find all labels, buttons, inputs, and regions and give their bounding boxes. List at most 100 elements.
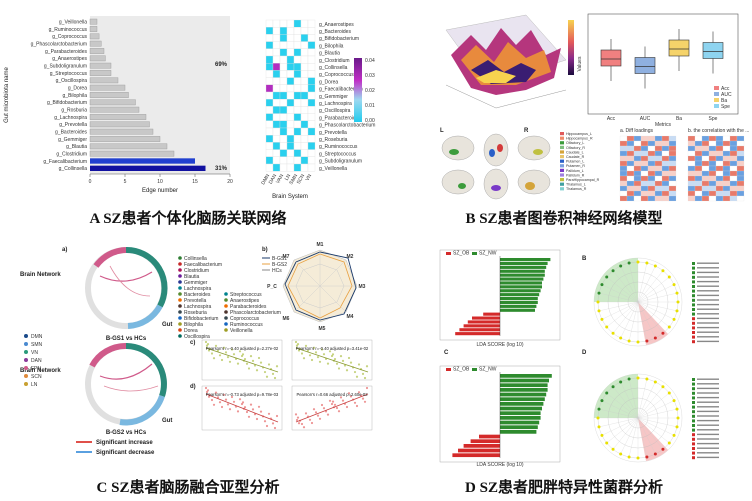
scatter-point (294, 340, 298, 344)
ldaA-bar-8 (500, 289, 541, 293)
heat-cell-g_Bacteroides-SCN (300, 27, 309, 35)
heat-cell-g_Coprococcus-SCN (300, 70, 309, 78)
table-cell (654, 190, 663, 197)
table-cell (647, 145, 656, 152)
cbar-tick-0.02: 0.02 (365, 88, 375, 94)
heat-row-g_Subdoligranulum: g_Subdoligranulum (319, 159, 362, 165)
scatter-point (259, 410, 263, 413)
table-cell (626, 145, 635, 152)
bar-g_Parabacteroides (89, 48, 105, 54)
label-b: b) (262, 247, 268, 253)
table-cell (619, 190, 628, 197)
bar-label-g_Oscillospira: g_Oscillospira (56, 78, 88, 84)
heat-cell-g_Streptococcus-VN (307, 149, 316, 157)
net-legend-dot-VN (24, 350, 28, 354)
chord-diagram-1: Brain Network Gut B-GS1 vs HCs (20, 246, 172, 342)
brain-legend-Thalamus_R: Thalamus_R (566, 187, 587, 191)
heat-cell-g_Lachnospira-SMN (293, 99, 302, 107)
table-cell (647, 195, 656, 202)
cladoD-legend-text (697, 406, 719, 408)
heat-cell-g_Collinsella-DAN (272, 63, 281, 71)
ldaC-bar-5 (500, 397, 545, 402)
cladoD-legend-swatch (692, 447, 695, 450)
scatter-stat-3: Pearson's r=0.66 adjusted p=2.60e-02 (296, 392, 368, 397)
table-cell (687, 160, 696, 167)
bar-g_Streptococcus (89, 70, 112, 76)
scatter-point (330, 354, 334, 358)
table-cell (626, 140, 635, 147)
cladoB-legend-text (697, 336, 719, 338)
heat-cell-g_Streptococcus-LN (286, 149, 295, 157)
box-AUC (634, 57, 656, 74)
brain-legend-Putamen_L: Putamen_L (566, 160, 584, 164)
table-cell (694, 170, 703, 177)
table-cell (701, 135, 710, 142)
cladoD-node (627, 377, 631, 381)
bar-label-g_Anaerostipes: g_Anaerostipes (52, 56, 87, 62)
cladoD-legend-swatch (692, 456, 695, 460)
ldaC-bar-6 (500, 402, 544, 406)
heat-cell-g_Bifidobacterium-VAN (279, 34, 288, 42)
cladoB-branch (637, 301, 656, 339)
heat-cell-g_Ruminococcus-VN (307, 142, 316, 150)
caption-b: B SZ患者图卷积神经网络模型 (465, 211, 663, 227)
heat-row-g_Prevotella: g_Prevotella (319, 130, 347, 136)
net-legend-VN: VN (31, 350, 38, 356)
scatter-point (304, 412, 308, 415)
scatter-point (222, 346, 226, 349)
bar-label-g_Streptococcus: g_Streptococcus (50, 71, 88, 77)
scatter-point (294, 413, 298, 416)
table-cell (694, 180, 703, 187)
cladoD-legend-swatch (692, 378, 695, 381)
table-cell (694, 155, 703, 162)
cladoB-node (636, 260, 640, 264)
bar-label-g_Parabacteroides: g_Parabacteroides (45, 49, 87, 55)
table-cell (708, 165, 717, 172)
scatter-point (347, 356, 351, 360)
table-cell (661, 160, 670, 167)
genus-legend-Lachnospira: Lachnospira (184, 286, 211, 292)
scatter-stat-1: Pearson's r=-0.40 adjusted p=3.41e-02 (296, 346, 369, 351)
table-cell (729, 180, 738, 187)
cladoB-legend-text (697, 285, 719, 287)
table-cell (661, 145, 670, 152)
scatter-point (240, 354, 244, 358)
genus-dot-2 (178, 268, 182, 272)
net-legend-DMN: DMN (31, 334, 43, 340)
scatter-point (296, 343, 300, 346)
heat-cell-g_Bilophila-DAN (272, 41, 281, 49)
box-xtick-Ba: Ba (676, 116, 682, 122)
scatter-point (224, 398, 228, 401)
table-cell (668, 135, 677, 142)
heat-cell-g_Clostridium-VN (307, 55, 316, 64)
net-legend-FPN: FPN (31, 366, 41, 372)
cladoD-branch (637, 400, 675, 419)
ldaA-bar-17 (463, 324, 500, 328)
heat-cell-g_Parabacteroides-LN (286, 113, 295, 121)
cladoD-branch (612, 386, 639, 419)
cladoB-branch (637, 301, 670, 328)
brain-legend-Pallidum_R: Pallidum_R (566, 173, 585, 177)
table-cell (661, 185, 670, 192)
genus-legend-Anaerostipes: Anaerostipes (230, 298, 260, 304)
brain-legend-swatch-2 (560, 141, 564, 145)
heat-cell-g_Ruminococcus-DMN (265, 142, 274, 150)
scatter-point (361, 372, 365, 375)
scatter-point (326, 362, 330, 365)
ldaA-xlabel: LDA SCORE (log 10) (477, 342, 524, 348)
scatter-point (238, 350, 242, 353)
scatter-point (302, 426, 306, 429)
net-legend-SCN: SCN (31, 374, 42, 380)
cladoB-legend-text (697, 331, 719, 333)
scatter-point (339, 355, 343, 358)
table-cell (619, 135, 628, 142)
table-cell (647, 170, 656, 177)
cladoB-branch (606, 301, 639, 328)
brain-legend-swatch-1 (560, 136, 564, 140)
table-cell (668, 150, 677, 157)
table-cell (729, 175, 738, 182)
ldaA-bar-3 (500, 269, 545, 273)
heat-cell-g_Parabacteroides-DMN (265, 113, 274, 121)
cladoD-node (619, 380, 623, 384)
